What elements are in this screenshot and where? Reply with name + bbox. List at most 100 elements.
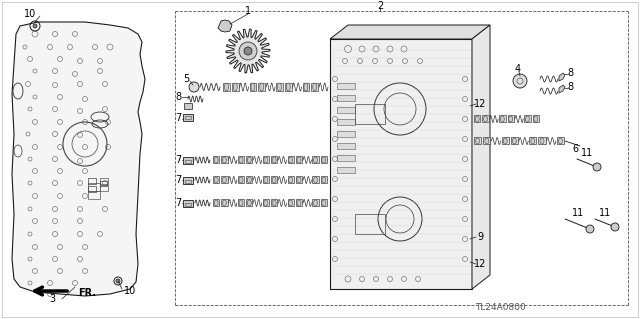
Ellipse shape [272,200,276,206]
Bar [312,156,319,163]
Bar [337,95,355,101]
Text: 5: 5 [183,74,189,84]
Ellipse shape [525,116,529,122]
Bar [337,107,355,113]
Bar [337,119,355,125]
Ellipse shape [314,200,317,206]
Text: 12: 12 [474,99,486,109]
Circle shape [593,163,601,171]
Bar [312,176,319,183]
Polygon shape [330,25,490,39]
Bar [213,176,220,183]
Bar [223,83,230,91]
Bar [321,156,327,163]
Polygon shape [226,29,270,73]
Ellipse shape [239,200,243,206]
Polygon shape [559,85,565,93]
Bar [483,137,490,144]
Text: 2: 2 [377,1,383,11]
Ellipse shape [313,83,317,91]
Bar [321,176,327,183]
Bar [88,183,100,191]
Ellipse shape [239,177,243,183]
Ellipse shape [503,138,508,144]
Ellipse shape [251,83,255,91]
Bar [287,199,294,206]
Ellipse shape [233,83,237,91]
Bar [271,199,277,206]
Ellipse shape [297,157,301,163]
Ellipse shape [239,157,243,163]
Circle shape [244,47,252,55]
Ellipse shape [223,157,227,163]
Bar [238,199,244,206]
Bar [238,156,244,163]
Bar [483,115,489,122]
Bar [355,104,385,124]
Ellipse shape [247,177,252,183]
Bar [337,167,355,173]
Text: 8: 8 [567,68,573,78]
Bar [88,191,100,199]
Bar [262,199,269,206]
Ellipse shape [314,157,317,163]
Text: 11: 11 [572,208,584,218]
Ellipse shape [500,116,504,122]
Text: 4: 4 [515,64,521,74]
Bar [337,155,355,161]
Bar [508,115,514,122]
Ellipse shape [513,138,516,144]
Ellipse shape [272,177,276,183]
Ellipse shape [534,116,538,122]
Ellipse shape [264,157,268,163]
Ellipse shape [286,83,291,91]
Bar [285,83,292,91]
Bar [311,83,318,91]
Ellipse shape [223,177,227,183]
Ellipse shape [304,83,308,91]
Bar [213,199,220,206]
Ellipse shape [277,83,282,91]
Circle shape [513,74,527,88]
Bar [287,176,294,183]
Bar [524,115,531,122]
Text: TL24A0800: TL24A0800 [475,302,525,311]
Bar [185,180,191,183]
Bar [557,137,564,144]
Text: 11: 11 [581,148,593,158]
Bar [321,199,327,206]
Ellipse shape [475,116,479,122]
Text: 6: 6 [572,144,578,154]
Text: 3: 3 [49,294,55,304]
Ellipse shape [485,138,489,144]
Bar [276,83,283,91]
Bar [100,185,108,191]
Bar [529,137,536,144]
Ellipse shape [272,157,276,163]
Text: 7: 7 [175,113,181,123]
Ellipse shape [558,138,563,144]
Bar [538,137,545,144]
Bar [250,83,257,91]
Ellipse shape [223,200,227,206]
Ellipse shape [289,157,292,163]
Bar [183,200,193,207]
Text: 11: 11 [599,208,611,218]
Text: 12: 12 [474,259,486,269]
Text: 10: 10 [124,286,136,296]
Bar [296,156,302,163]
Bar [330,39,472,289]
Text: 1: 1 [245,6,251,16]
Bar [183,114,193,121]
Ellipse shape [476,138,479,144]
Polygon shape [218,20,232,32]
Ellipse shape [289,177,292,183]
Text: 7: 7 [175,198,181,208]
Bar [184,103,192,109]
Bar [532,115,539,122]
Ellipse shape [225,83,228,91]
Bar [221,156,228,163]
Bar [296,199,302,206]
Bar [185,203,191,206]
Text: 7: 7 [175,175,181,185]
